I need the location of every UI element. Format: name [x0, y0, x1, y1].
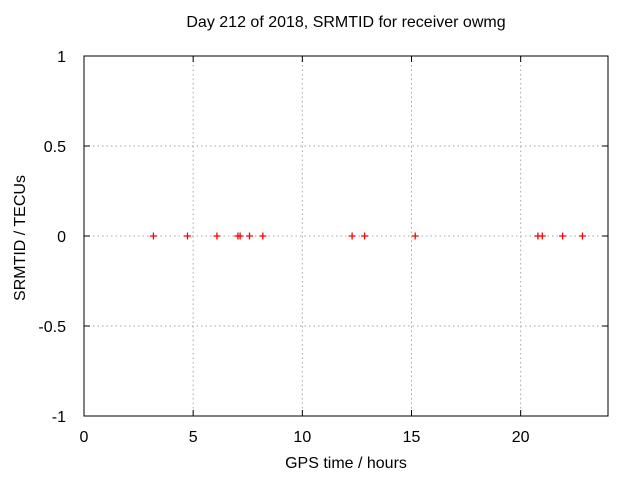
data-point-marker: [149, 232, 157, 240]
data-point-marker: [411, 232, 419, 240]
y-tick-label: -1: [52, 409, 66, 426]
data-point-marker: [259, 232, 267, 240]
plot-border: [83, 55, 609, 417]
data-point-marker: [348, 232, 356, 240]
x-tick-label: 0: [80, 429, 89, 446]
data-point-marker: [183, 232, 191, 240]
data-point-marker: [213, 232, 221, 240]
x-tick-label: 15: [403, 429, 421, 446]
data-point-marker: [245, 232, 253, 240]
y-tick-label: -0.5: [38, 319, 66, 336]
x-axis-label: GPS time / hours: [285, 455, 407, 472]
data-point-marker: [538, 232, 546, 240]
chart-title: Day 212 of 2018, SRMTID for receiver owm…: [186, 14, 506, 31]
data-point-marker: [236, 232, 244, 240]
data-point-marker: [361, 232, 369, 240]
y-axis-label: SRMTID / TECUs: [12, 175, 29, 301]
y-tick-label: 1: [57, 49, 66, 66]
data-point-marker: [559, 232, 567, 240]
y-tick-label: 0.5: [44, 139, 66, 156]
x-tick-label: 20: [512, 429, 530, 446]
data-point-marker: [578, 232, 586, 240]
x-tick-label: 5: [189, 429, 198, 446]
y-tick-label: 0: [57, 229, 66, 246]
x-tick-label: 10: [293, 429, 311, 446]
